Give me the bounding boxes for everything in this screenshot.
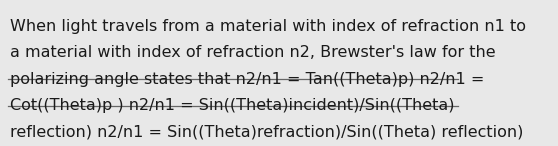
Text: polarizing angle states that n2/n1 = Tan((Theta)p) n2/n1 =: polarizing angle states that n2/n1 = Tan…: [9, 72, 484, 87]
Text: a material with index of refraction n2, Brewster's law for the: a material with index of refraction n2, …: [9, 45, 496, 60]
Text: Cot((Theta)p ) n2/n1 = Sin((Theta)incident)/Sin((Theta): Cot((Theta)p ) n2/n1 = Sin((Theta)incide…: [9, 98, 454, 113]
Text: reflection) n2/n1 = Sin((Theta)refraction)/Sin((Theta) reflection): reflection) n2/n1 = Sin((Theta)refractio…: [9, 125, 523, 140]
Text: When light travels from a material with index of refraction n1 to: When light travels from a material with …: [9, 19, 526, 34]
